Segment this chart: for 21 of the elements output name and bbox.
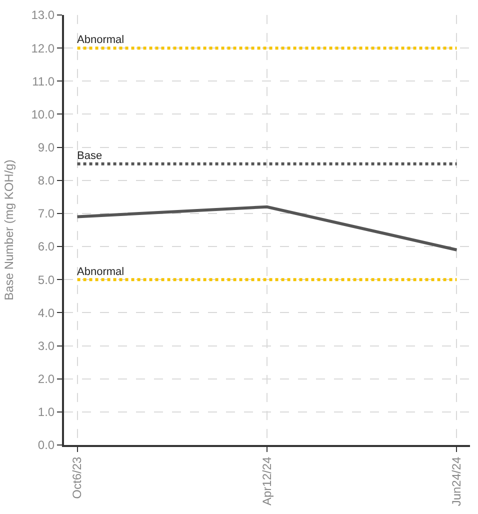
y-tick-label: 6.0 [38, 240, 55, 254]
y-axis-title: Base Number (mg KOH/g) [2, 160, 16, 300]
y-tick-label: 7.0 [38, 206, 55, 221]
y-tick-label: 2.0 [38, 372, 55, 386]
y-tick-label: 13.0 [31, 8, 55, 22]
y-tick-label: 9.0 [38, 140, 55, 155]
x-tick-label: Apr12/24 [260, 456, 274, 506]
y-tick-label: 10.0 [31, 107, 55, 122]
y-tick-label: 12.0 [31, 41, 55, 56]
y-tick-label: 8.0 [38, 174, 55, 188]
ref-line-label: Abnormal [77, 266, 124, 278]
x-tick-label: Oct6/23 [70, 456, 84, 499]
y-tick-label: 5.0 [38, 272, 55, 287]
y-tick-label: 11.0 [32, 74, 55, 88]
x-tick-label: Jun24/24 [450, 456, 464, 506]
y-tick-label: 0.0 [38, 438, 55, 452]
y-tick-label: 4.0 [38, 306, 55, 320]
ref-line-label: Abnormal [77, 34, 124, 46]
y-tick-label: 3.0 [38, 338, 55, 353]
ref-line-label: Base [77, 150, 102, 162]
y-tick-label: 1.0 [38, 405, 55, 420]
